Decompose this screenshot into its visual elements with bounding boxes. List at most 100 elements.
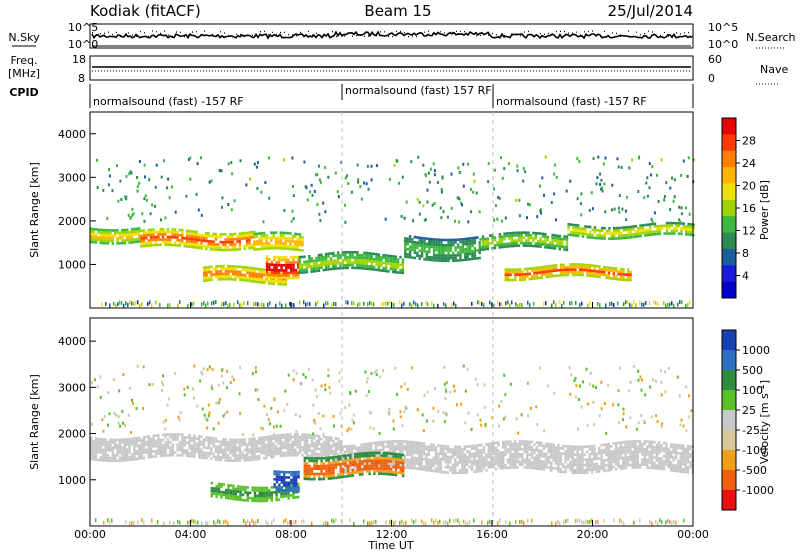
- range-gate-cell: [509, 448, 512, 451]
- range-gate-cell: [501, 238, 504, 241]
- range-gate-cell: [188, 237, 191, 241]
- range-gate-cell: [552, 451, 555, 454]
- range-gate-cell: [658, 227, 661, 230]
- scatter-cell: [144, 175, 146, 179]
- range-gate-cell: [595, 457, 598, 461]
- range-gate-cell: [255, 232, 259, 236]
- range-gate-cell: [494, 467, 498, 471]
- range-gate-cell: [528, 445, 531, 449]
- range-gate-cell: [282, 433, 285, 437]
- range-gate-cell: [605, 445, 608, 449]
- range-gate-cell: [368, 467, 371, 470]
- range-gate-cell: [265, 446, 268, 449]
- range-gate-cell: [476, 257, 479, 260]
- range-gate-cell: [526, 450, 529, 454]
- range-gate-cell: [193, 230, 196, 233]
- range-gate-cell: [515, 244, 518, 248]
- range-gate-cell: [294, 433, 297, 436]
- range-gate-cell: [413, 451, 416, 455]
- range-gate-cell: [241, 232, 244, 235]
- scatter-cell: [579, 202, 582, 206]
- range-gate-cell: [468, 257, 472, 261]
- range-gate-cell: [363, 459, 366, 463]
- range-gate-cell: [253, 272, 256, 276]
- range-gate-cell: [446, 466, 450, 469]
- range-gate-cell: [356, 468, 359, 471]
- near-range-cell: [315, 302, 317, 307]
- near-range-cell: [497, 300, 499, 305]
- range-gate-cell: [581, 268, 584, 272]
- range-gate-cell: [454, 469, 457, 472]
- range-gate-cell: [298, 238, 302, 241]
- range-gate-cell: [210, 265, 213, 269]
- range-gate-cell: [413, 248, 417, 252]
- range-gate-cell: [106, 242, 110, 245]
- range-gate-cell: [157, 230, 160, 234]
- range-gate-cell: [310, 439, 314, 442]
- range-gate-cell: [539, 240, 542, 243]
- range-gate-cell: [356, 266, 359, 270]
- range-gate-cell: [138, 444, 141, 447]
- range-gate-cell: [494, 462, 498, 466]
- range-gate-cell: [579, 263, 582, 266]
- range-gate-cell: [159, 238, 162, 241]
- range-gate-cell: [446, 445, 450, 448]
- range-gate-cell: [186, 441, 189, 445]
- range-gate-cell: [123, 438, 126, 441]
- range-gate-cell: [406, 255, 409, 259]
- range-gate-cell: [283, 483, 286, 487]
- range-gate-cell: [596, 234, 599, 237]
- range-gate-cell: [147, 453, 150, 456]
- range-gate-cell: [614, 441, 618, 445]
- range-gate-cell: [231, 446, 234, 449]
- range-gate-cell: [542, 452, 546, 456]
- range-gate-cell: [226, 454, 230, 457]
- range-gate-cell: [679, 459, 682, 463]
- range-gate-cell: [142, 443, 146, 447]
- range-gate-cell: [682, 224, 685, 228]
- range-gate-cell: [572, 223, 575, 227]
- near-range-cell: [653, 300, 655, 305]
- range-gate-cell: [320, 253, 323, 256]
- range-gate-cell: [377, 441, 380, 444]
- range-gate-cell: [322, 258, 325, 261]
- range-gate-cell: [270, 448, 273, 451]
- range-gate-cell: [234, 454, 237, 457]
- range-gate-cell: [236, 456, 239, 460]
- range-gate-cell: [566, 450, 570, 453]
- range-gate-cell: [277, 239, 280, 242]
- range-gate-cell: [193, 240, 196, 244]
- near-range-cell: [427, 302, 429, 307]
- range-gate-cell: [348, 468, 351, 471]
- range-gate-cell: [578, 456, 582, 459]
- range-gate-cell: [509, 273, 512, 277]
- range-gate-cell: [658, 443, 661, 447]
- range-gate-cell: [289, 448, 292, 452]
- range-gate-cell: [670, 450, 673, 454]
- colorbar-swatch: [722, 183, 736, 201]
- range-gate-cell: [308, 265, 311, 268]
- range-gate-cell: [297, 266, 300, 269]
- range-gate-cell: [324, 268, 328, 271]
- range-gate-cell: [418, 444, 421, 447]
- range-gate-cell: [518, 453, 522, 456]
- range-gate-cell: [490, 452, 493, 456]
- range-gate-cell: [298, 243, 302, 247]
- range-gate-cell: [672, 443, 675, 446]
- range-gate-cell: [356, 455, 359, 458]
- range-gate-cell: [159, 233, 162, 236]
- range-gate-cell: [270, 486, 273, 489]
- range-gate-cell: [162, 433, 165, 437]
- range-gate-cell: [682, 449, 685, 453]
- range-gate-cell: [444, 471, 447, 474]
- range-gate-cell: [615, 267, 618, 270]
- range-gate-cell: [533, 451, 536, 454]
- range-gate-cell: [444, 256, 448, 260]
- range-gate-cell: [653, 466, 656, 470]
- range-gate-cell: [535, 462, 538, 465]
- range-gate-cell: [164, 451, 167, 455]
- range-gate-cell: [159, 230, 162, 234]
- range-gate-cell: [662, 465, 666, 468]
- range-gate-cell: [576, 445, 579, 449]
- range-gate-cell: [513, 244, 516, 248]
